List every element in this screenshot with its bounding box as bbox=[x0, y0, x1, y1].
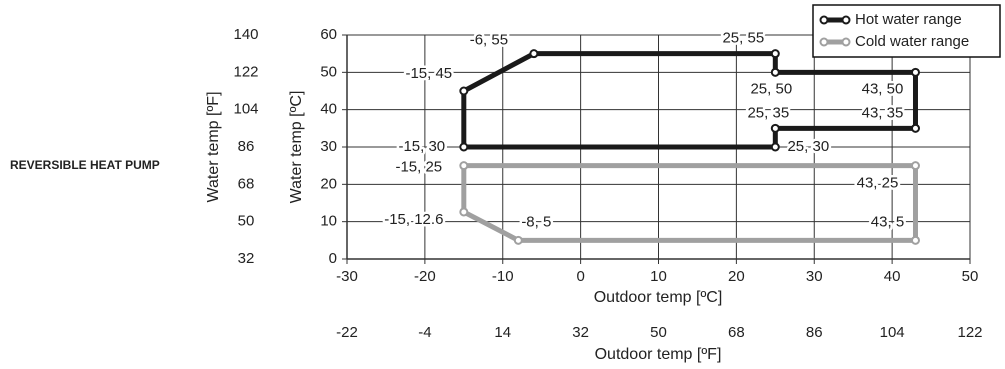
x2-tick-label: 68 bbox=[728, 324, 745, 341]
point-label: 25, 55 bbox=[722, 30, 764, 47]
point bbox=[770, 142, 780, 152]
y2-tick-label: 32 bbox=[238, 250, 255, 267]
y2-tick-label: 140 bbox=[233, 26, 258, 43]
x-tick-label: 20 bbox=[728, 268, 745, 285]
point bbox=[459, 86, 469, 96]
point-label: 25, 35 bbox=[747, 104, 789, 121]
y2-tick-label: 50 bbox=[238, 213, 255, 230]
y-tick-label: 60 bbox=[320, 26, 337, 43]
legend-marker bbox=[841, 37, 851, 47]
y-tick-label: 30 bbox=[320, 138, 337, 155]
point-label: -15, 25 bbox=[395, 159, 442, 176]
point-label: -15, 30 bbox=[398, 138, 445, 155]
point-label: -8, 5 bbox=[521, 213, 551, 230]
y2-axis-title: Water temp [ºF] bbox=[205, 91, 222, 202]
point-label: -15, 12.6 bbox=[384, 211, 443, 228]
x-tick-label: -30 bbox=[336, 268, 358, 285]
x2-tick-label: 14 bbox=[494, 324, 511, 341]
range-line bbox=[461, 51, 918, 150]
point bbox=[459, 207, 469, 217]
x-axis-title: Outdoor temp [ºC] bbox=[594, 289, 723, 306]
y-tick-label: 0 bbox=[329, 250, 337, 267]
x2-tick-label: -4 bbox=[418, 324, 431, 341]
point bbox=[910, 67, 920, 77]
x-tick-label: 10 bbox=[650, 268, 667, 285]
y2-tick-label: 104 bbox=[233, 101, 258, 118]
point bbox=[770, 49, 780, 59]
x2-tick-label: 50 bbox=[650, 324, 667, 341]
y2-tick-label: 68 bbox=[238, 175, 255, 192]
point-label: 25, 30 bbox=[787, 138, 829, 155]
point-label: 43, 50 bbox=[862, 80, 904, 97]
x-tick-label: -20 bbox=[414, 268, 436, 285]
point bbox=[459, 161, 469, 171]
x-tick-label: 0 bbox=[576, 268, 584, 285]
point bbox=[529, 49, 539, 59]
x2-tick-label: -22 bbox=[336, 324, 358, 341]
x2-tick-label: 86 bbox=[806, 324, 823, 341]
point-label: 25, 50 bbox=[750, 80, 792, 97]
point-label: -15, 45 bbox=[405, 65, 452, 82]
point bbox=[910, 123, 920, 133]
y-tick-label: 20 bbox=[320, 175, 337, 192]
x-tick-label: 30 bbox=[806, 268, 823, 285]
x2-tick-label: 32 bbox=[572, 324, 589, 341]
y-tick-label: 40 bbox=[320, 101, 337, 118]
x2-axis-title: Outdoor temp [ºF] bbox=[595, 346, 722, 363]
legend-label: Hot water range bbox=[855, 11, 962, 28]
point bbox=[459, 142, 469, 152]
x2-tick-label: 104 bbox=[880, 324, 905, 341]
legend-marker bbox=[819, 15, 829, 25]
y-tick-label: 50 bbox=[320, 63, 337, 80]
y2-tick-label: 86 bbox=[238, 138, 255, 155]
legend: Hot water range Cold water range bbox=[812, 4, 1001, 58]
legend-marker bbox=[841, 15, 851, 25]
point-labels: -15, 30 -15, 45 -6, 55 25, 55 25, 50 43, 50 43… bbox=[382, 27, 907, 233]
point bbox=[513, 235, 523, 245]
y2-tick-label: 122 bbox=[233, 63, 258, 80]
x2-tick-label: 122 bbox=[957, 324, 982, 341]
side-label: REVERSIBLE HEAT PUMP bbox=[10, 158, 160, 172]
range-line bbox=[461, 163, 918, 243]
y-axis-title: Water temp [ºC] bbox=[288, 91, 305, 204]
legend-box bbox=[812, 4, 1001, 58]
point-label: 43, 5 bbox=[871, 213, 904, 230]
point-label: -6, 55 bbox=[470, 32, 508, 49]
point-label: 43, 25 bbox=[857, 175, 899, 192]
legend-marker bbox=[819, 37, 829, 47]
legend-label: Cold water range bbox=[855, 33, 969, 50]
point bbox=[910, 161, 920, 171]
x-tick-label: 40 bbox=[884, 268, 901, 285]
x-tick-label: -10 bbox=[492, 268, 514, 285]
point-label: 43, 35 bbox=[862, 104, 904, 121]
y-tick-label: 10 bbox=[320, 213, 337, 230]
point bbox=[770, 67, 780, 77]
x-tick-label: 50 bbox=[962, 268, 979, 285]
point bbox=[910, 235, 920, 245]
point bbox=[770, 123, 780, 133]
